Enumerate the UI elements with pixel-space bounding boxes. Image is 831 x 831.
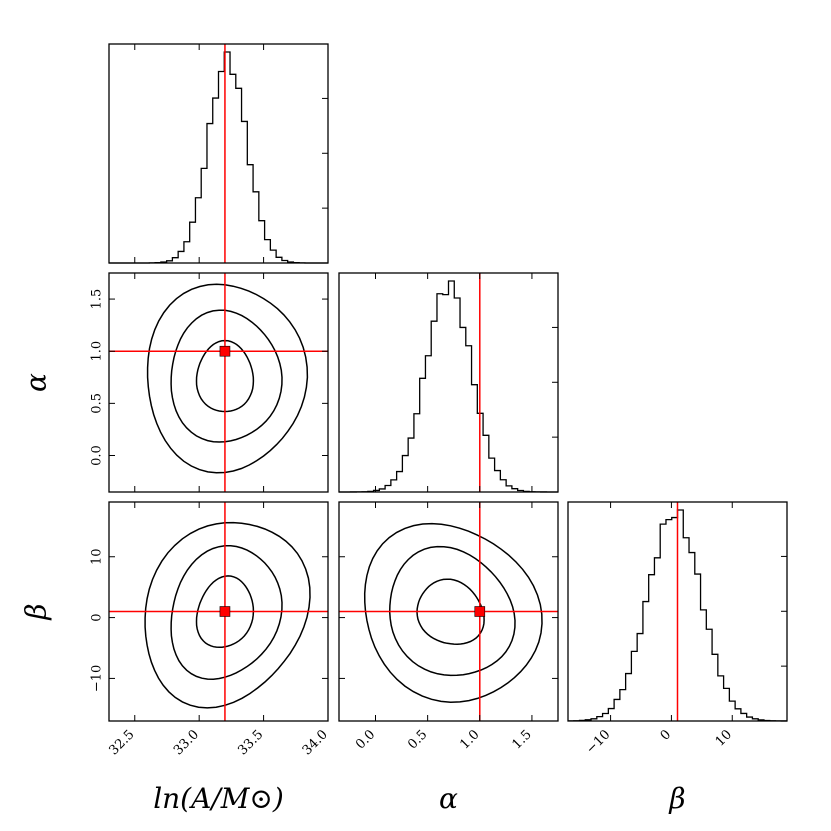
y-tick-label: 1.5 [90, 289, 105, 310]
y-tick-label: 0 [90, 613, 105, 621]
contour-panel-lnA-beta-frame [108, 501, 329, 722]
x-tick-label: 1.0 [457, 727, 482, 752]
y-tick-label: 0.5 [90, 393, 105, 414]
hist-panel-alpha-frame [338, 272, 559, 493]
x-axis-label-alpha: α [439, 782, 458, 815]
x-tick-label: 34.0 [300, 727, 331, 758]
truth-marker [219, 606, 231, 617]
x-tick-label: 10 [713, 727, 735, 749]
contour-level-3 [363, 522, 543, 703]
x-tick-label: 33.0 [171, 727, 202, 758]
plot-layer: −10 0 10 0.0 0.5 1.0 1.5 32.5 33.0 33.5 34.0 −10 0 10… [20, 43, 788, 815]
x-tick-label: 0 [658, 727, 674, 743]
contour-level-1 [416, 578, 485, 645]
contour-level-3 [146, 283, 309, 474]
truth-marker [219, 345, 231, 357]
y-tick-label: 1.0 [90, 341, 105, 362]
truth-marker [474, 606, 486, 617]
contour-level-2 [388, 545, 516, 677]
histogram-alpha [339, 280, 558, 493]
x-tick-label: −10 [583, 727, 613, 757]
contour-level-2 [170, 309, 283, 443]
y-tick-label: 10 [90, 548, 105, 565]
y-axis-label-beta: β [20, 603, 53, 620]
x-axis-label-beta: β [668, 782, 685, 815]
y-tick-label: 0.0 [90, 445, 105, 466]
histogram-lnA [109, 51, 328, 264]
contour-panel-alpha-beta-frame [338, 501, 559, 722]
contour-level-1 [195, 339, 255, 413]
x-tick-label: 1.5 [510, 727, 535, 752]
y-tick-label: −10 [90, 665, 105, 692]
x-tick-label: 32.5 [107, 727, 138, 758]
x-tick-label: 33.5 [235, 727, 266, 758]
x-tick-label: 0.5 [405, 727, 430, 752]
y-axis-label-alpha: α [20, 373, 53, 392]
contour-level-2 [170, 544, 283, 680]
contour-panel-lnA-alpha-frame [108, 272, 329, 493]
contour-level-3 [144, 521, 311, 709]
contour-level-1 [195, 575, 255, 649]
x-tick-label: 0.0 [353, 727, 378, 752]
x-axis-label-lnA: ln(A/M⊙) [153, 782, 284, 815]
